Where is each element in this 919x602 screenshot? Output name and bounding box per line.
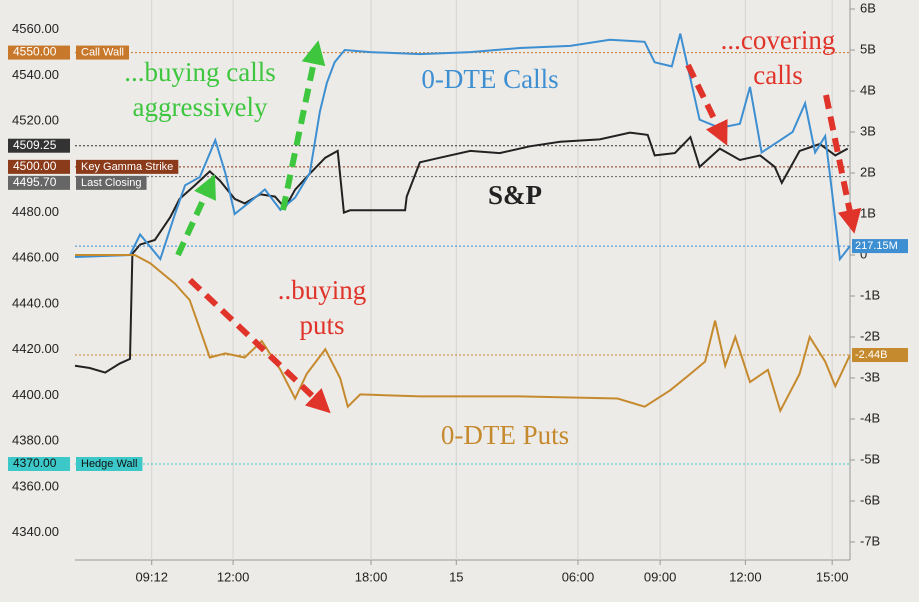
series-label: 0-DTE Calls bbox=[421, 64, 558, 94]
series-line bbox=[74, 131, 849, 374]
y-tick-label: 4400.00 bbox=[12, 387, 59, 402]
y2-tick-label: 0 bbox=[860, 246, 867, 261]
y2-tick-label: -2B bbox=[860, 328, 880, 343]
level-tag: 4495.70 Last Closing bbox=[8, 175, 147, 190]
series-label: S&P bbox=[488, 180, 542, 210]
y2-tick-label: -6B bbox=[860, 492, 880, 507]
tag-name: Key Gamma Strike bbox=[81, 161, 173, 173]
y2-tick-label: -3B bbox=[860, 369, 880, 384]
x-tick-label: 12:00 bbox=[217, 569, 250, 584]
y-tick-label: 4560.00 bbox=[12, 21, 59, 36]
end-label: -2.44B bbox=[855, 349, 887, 361]
level-tag: 4370.00 Hedge Wall bbox=[8, 456, 143, 471]
tag-value: 4495.70 bbox=[13, 175, 57, 189]
x-tick-label: 09:00 bbox=[644, 569, 677, 584]
y-tick-label: 4460.00 bbox=[12, 250, 59, 265]
series-line bbox=[74, 33, 851, 262]
tag-box bbox=[76, 175, 147, 190]
y-tick-label: 4360.00 bbox=[12, 478, 59, 493]
arrow bbox=[175, 174, 216, 257]
y-tick-label: 4440.00 bbox=[12, 295, 59, 310]
y-tick-label: 4540.00 bbox=[12, 67, 59, 82]
tag-box bbox=[8, 457, 70, 471]
series-line bbox=[75, 254, 851, 414]
level-tag: 4550.00 Call Wall bbox=[8, 45, 129, 60]
tag-box bbox=[76, 457, 143, 471]
y2-tick-label: 2B bbox=[860, 164, 876, 179]
level-tag: 4509.25 bbox=[8, 138, 70, 153]
annotation: aggressively bbox=[133, 92, 268, 122]
tag-box bbox=[8, 45, 70, 60]
tag-name: Last Closing bbox=[81, 177, 142, 189]
y2-tick-label: -1B bbox=[860, 287, 880, 302]
x-tick-label: 18:00 bbox=[355, 569, 388, 584]
y-tick-label: 4480.00 bbox=[12, 204, 59, 219]
arrows bbox=[175, 40, 862, 414]
arrow bbox=[280, 40, 326, 211]
tag-name: Hedge Wall bbox=[81, 458, 137, 470]
arrow bbox=[823, 94, 862, 234]
y2-tick-label: -5B bbox=[860, 451, 880, 466]
tag-value: 4550.00 bbox=[13, 45, 57, 59]
y2-tick-label: 5B bbox=[860, 41, 876, 56]
y2-tick-label: -7B bbox=[860, 533, 880, 548]
x-tick-label: 15:00 bbox=[816, 569, 849, 584]
annotation: ...buying calls bbox=[124, 57, 275, 87]
y-tick-label: 4420.00 bbox=[12, 341, 59, 356]
x-tick-label: 15 bbox=[449, 569, 463, 584]
tag-value: 4509.25 bbox=[13, 138, 57, 152]
end-label: 217.15M bbox=[855, 240, 898, 252]
end-tag bbox=[852, 348, 908, 363]
series-label: 0-DTE Puts bbox=[441, 420, 569, 450]
y-tick-label: 4520.00 bbox=[12, 113, 59, 128]
tag-box bbox=[76, 45, 129, 60]
tag-box bbox=[8, 138, 70, 153]
tag-value: 4370.00 bbox=[13, 456, 57, 470]
annotation: puts bbox=[299, 310, 344, 340]
arrow bbox=[187, 277, 331, 414]
annotation: ...covering bbox=[721, 25, 836, 55]
y-tick-label: 4380.00 bbox=[12, 433, 59, 448]
tag-value: 4500.00 bbox=[13, 159, 57, 173]
tag-box bbox=[76, 159, 179, 174]
y-tick-label: 4340.00 bbox=[12, 524, 59, 539]
y2-tick-label: 6B bbox=[860, 0, 876, 15]
y2-tick-label: 1B bbox=[860, 205, 876, 220]
end-tag bbox=[852, 239, 908, 254]
annotation: ..buying bbox=[278, 275, 367, 305]
x-tick-label: 12:00 bbox=[729, 569, 762, 584]
tag-box bbox=[8, 175, 70, 190]
y2-tick-label: -4B bbox=[860, 410, 880, 425]
y2-tick-label: 3B bbox=[860, 123, 876, 138]
x-tick-label: 06:00 bbox=[562, 569, 595, 584]
x-tick-label: 09:12 bbox=[135, 569, 168, 584]
annotation: calls bbox=[753, 60, 802, 90]
tag-box bbox=[8, 159, 70, 174]
y2-tick-label: 4B bbox=[860, 82, 876, 97]
level-tag: 4500.00 Key Gamma Strike bbox=[8, 159, 179, 174]
arrow bbox=[685, 63, 728, 146]
tag-name: Call Wall bbox=[81, 46, 124, 58]
